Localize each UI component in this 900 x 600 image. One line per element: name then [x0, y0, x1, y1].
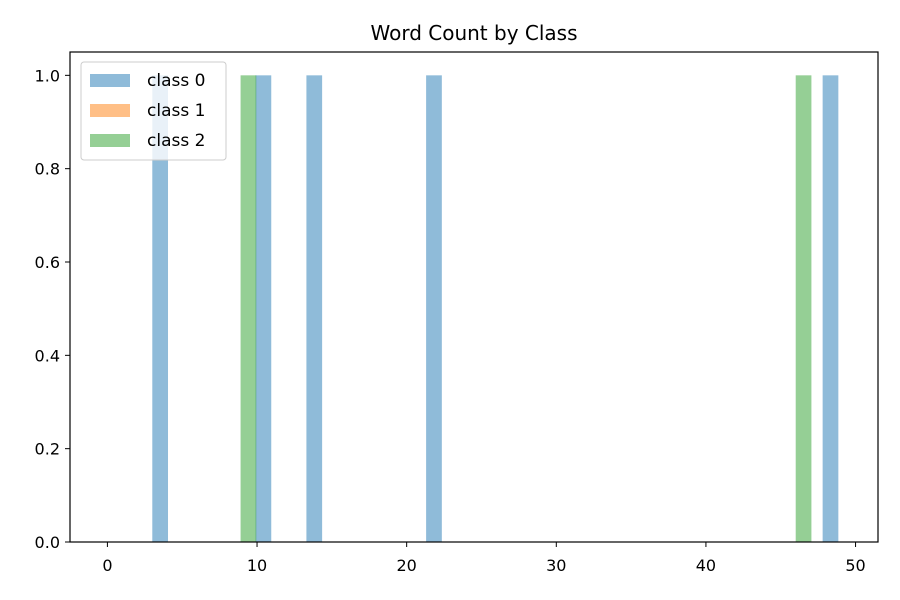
x-axis: 0 10 20 30 40 50 [102, 542, 866, 575]
legend-label-0: class 0 [147, 71, 205, 91]
bar-series-0-0 [152, 75, 169, 542]
bar-series-0-1 [255, 75, 272, 542]
y-tick-label-5: 1.0 [35, 66, 60, 85]
y-tick-label-3: 0.6 [35, 253, 60, 272]
legend-label-2: class 2 [147, 131, 205, 151]
y-tick-label-2: 0.4 [35, 346, 60, 365]
x-tick-label-4: 40 [696, 556, 716, 575]
legend-swatch-1 [90, 104, 130, 117]
legend-label-1: class 1 [147, 101, 205, 121]
x-tick-label-3: 30 [546, 556, 566, 575]
bar-series-0-4 [822, 75, 839, 542]
y-tick-label-1: 0.2 [35, 440, 60, 459]
y-tick-label-0: 0.0 [35, 533, 60, 552]
legend-swatch-2 [90, 134, 130, 147]
bar-series-2-1 [795, 75, 812, 542]
bar-series-0-3 [426, 75, 442, 542]
legend: class 0 class 1 class 2 [80, 61, 227, 161]
x-tick-label-1: 10 [247, 556, 267, 575]
plot-frame [69, 51, 879, 543]
x-tick-label-0: 0 [102, 556, 112, 575]
x-tick-label-5: 50 [845, 556, 865, 575]
chart-title: Word Count by Class [370, 21, 577, 45]
legend-swatch-0 [90, 74, 130, 87]
bar-series-2-0 [240, 75, 257, 542]
bars-layer [152, 75, 839, 542]
x-tick-label-2: 20 [396, 556, 416, 575]
y-axis: 0.0 0.2 0.4 0.6 0.8 1.0 [35, 66, 70, 552]
y-tick-label-4: 0.8 [35, 160, 60, 179]
bar-series-0-2 [306, 75, 323, 542]
